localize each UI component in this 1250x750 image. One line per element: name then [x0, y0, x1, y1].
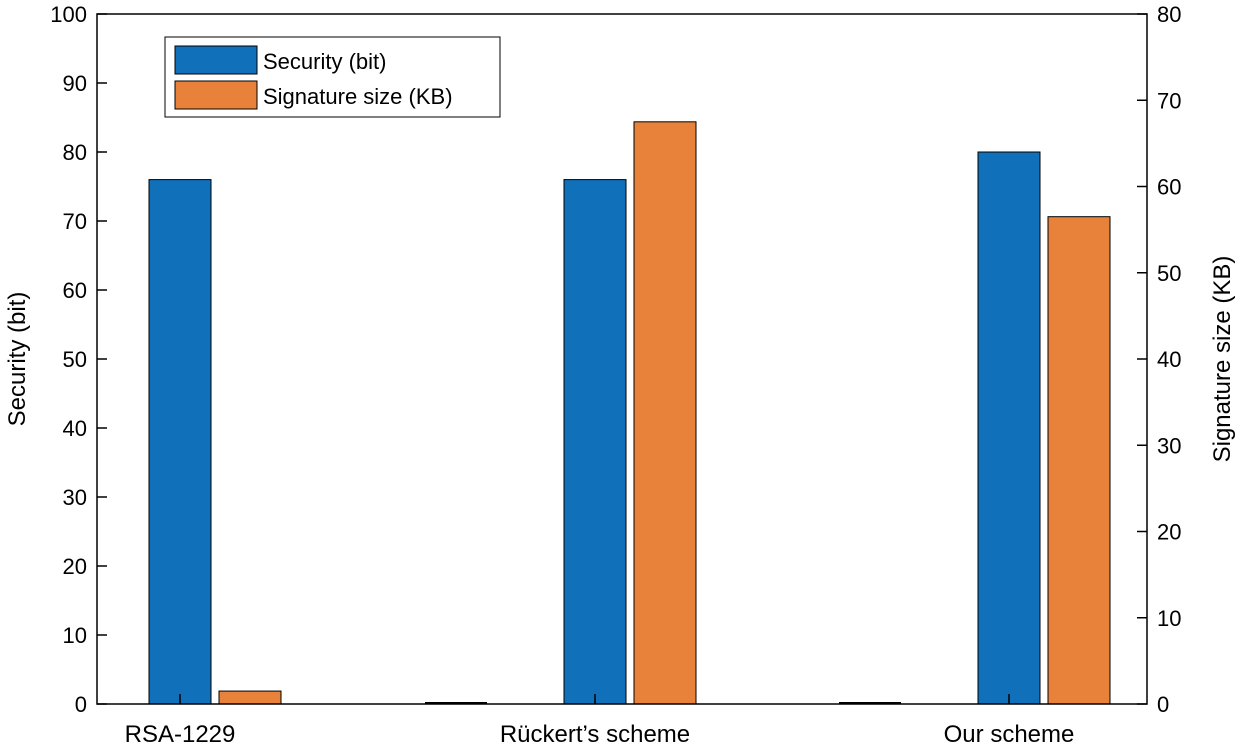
left-tick-label: 40 — [63, 416, 87, 441]
right-tick-label: 20 — [1157, 520, 1181, 545]
left-tick-label: 60 — [63, 278, 87, 303]
left-tick-label: 50 — [63, 347, 87, 372]
left-tick-label: 70 — [63, 209, 87, 234]
category-label: RSA-1229 — [125, 721, 236, 748]
bar-security-2 — [977, 151, 1041, 705]
right-tick-label: 50 — [1157, 261, 1181, 286]
left-tick-label: 10 — [63, 623, 87, 648]
bar-security-1 — [563, 179, 627, 705]
legend: Security (bit) Signature size (KB) — [164, 36, 501, 118]
category-label: Rückert’s scheme — [500, 721, 690, 748]
right-tick-label: 30 — [1157, 433, 1181, 458]
bar-signature-size-0 — [218, 690, 282, 705]
right-tick-label: 70 — [1157, 88, 1181, 113]
legend-swatch-security — [174, 45, 258, 75]
right-tick-label: 10 — [1157, 606, 1181, 631]
left-tick-label: 90 — [63, 71, 87, 96]
left-tick-label: 80 — [63, 140, 87, 165]
left-axis-ticks: 0 10 20 30 40 50 60 70 80 90 100 — [50, 2, 107, 717]
right-tick-label: 80 — [1157, 2, 1181, 27]
bar-signature-size-1 — [633, 121, 697, 705]
legend-label-security: Security (bit) — [263, 49, 386, 74]
bars-layer — [148, 121, 1111, 705]
right-tick-label: 40 — [1157, 347, 1181, 372]
baseline-marks — [179, 694, 1010, 704]
right-axis-ticks: 0 10 20 30 40 50 60 70 80 — [1137, 2, 1181, 717]
category-label: Our scheme — [944, 721, 1075, 748]
right-tick-label: 60 — [1157, 175, 1181, 200]
left-tick-label: 100 — [50, 2, 87, 27]
bar-security-0 — [148, 179, 212, 705]
left-tick-label: 20 — [63, 554, 87, 579]
category-labels: RSA-1229 Rückert’s scheme Our scheme — [125, 721, 1075, 748]
left-tick-label: 30 — [63, 485, 87, 510]
right-tick-label: 0 — [1157, 692, 1169, 717]
left-tick-label: 0 — [75, 692, 87, 717]
right-axis-title: Signature size (KB) — [1209, 256, 1236, 463]
legend-swatch-signature-size — [174, 80, 258, 110]
legend-label-signature-size: Signature size (KB) — [263, 84, 453, 109]
bar-signature-size-2 — [1047, 216, 1111, 705]
left-axis-title: Security (bit) — [4, 292, 31, 427]
